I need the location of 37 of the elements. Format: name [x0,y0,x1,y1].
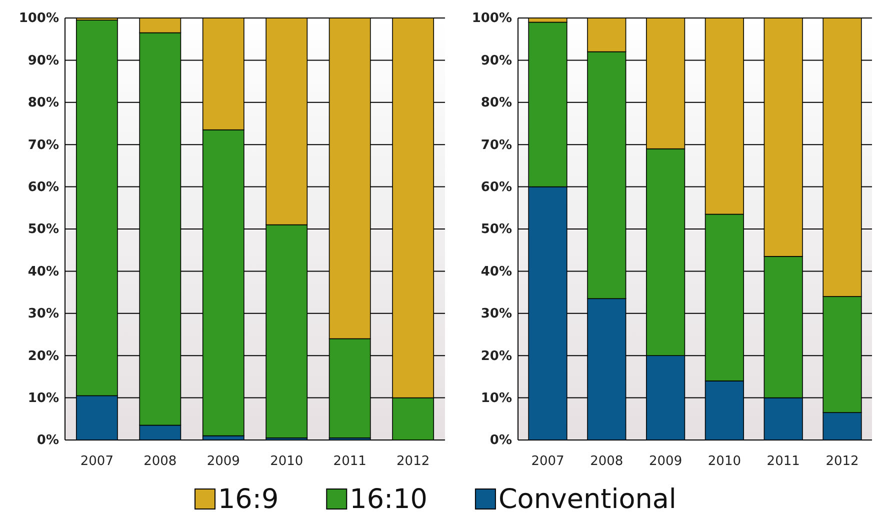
x-tick-label: 2011 [333,454,366,470]
y-tick-label: 70% [28,138,59,153]
legend-label: Conventional [498,484,676,515]
y-tick-label: 0% [36,433,59,448]
y-tick-label: 100% [472,11,512,26]
y-tick-label: 10% [28,390,59,406]
y-tick-label: 50% [480,222,512,238]
y-tick-label: 30% [480,306,512,322]
x-tick-label: 2010 [708,454,741,470]
legend-label: 16:10 [350,484,428,515]
y-tick-label: 80% [28,96,59,111]
x-tick-label: 2012 [826,454,859,470]
x-tick-label: 2007 [80,454,114,470]
legend-label: 16:9 [218,484,279,515]
y-tick-label: 20% [28,348,59,364]
y-tick-label: 100% [18,11,59,26]
y-tick-label: 70% [480,138,512,153]
x-tick-label: 2009 [206,454,240,470]
x-tick-label: 2007 [531,454,564,470]
x-tick-label: 2009 [649,454,682,470]
y-tick-label: 10% [480,390,512,406]
x-tick-label: 2008 [590,454,624,470]
y-tick-label: 80% [480,96,512,111]
y-tick-label: 40% [28,264,59,280]
y-tick-label: 60% [480,180,512,195]
x-tick-label: 2008 [144,454,177,470]
x-tick-label: 2012 [396,454,430,470]
y-tick-label: 30% [28,306,59,322]
x-tick-label: 2010 [270,454,304,470]
y-tick-label: 0% [490,433,512,448]
y-tick-label: 40% [480,264,512,280]
y-tick-label: 60% [28,180,59,195]
y-tick-label: 20% [480,348,512,364]
y-tick-label: 50% [28,222,59,238]
x-tick-label: 2011 [766,454,800,470]
y-tick-label: 90% [28,53,59,68]
y-tick-label: 90% [480,53,512,68]
